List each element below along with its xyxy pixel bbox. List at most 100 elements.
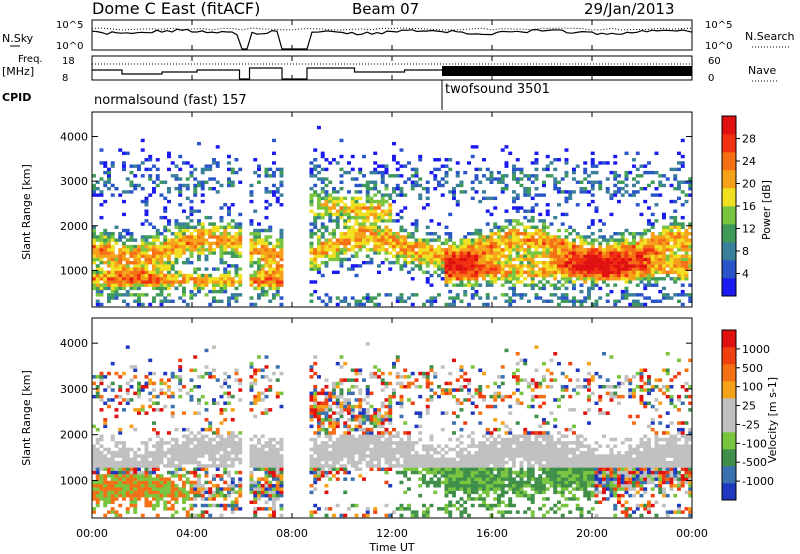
power-cell xyxy=(448,190,453,194)
power-cell xyxy=(632,293,636,297)
velocity-cell xyxy=(215,503,220,508)
velocity-cell xyxy=(118,470,123,475)
velocity-cell xyxy=(167,388,171,392)
nsearch-label: N.Search xyxy=(745,30,795,43)
velocity-cell xyxy=(215,484,220,488)
power-cell xyxy=(260,289,265,294)
power-cell xyxy=(485,296,490,300)
power-cell xyxy=(444,180,449,184)
velocity-cell xyxy=(347,437,351,442)
velocity-cell xyxy=(380,434,385,438)
velocity-cell xyxy=(103,447,108,452)
velocity-cell xyxy=(403,441,408,445)
power-cell xyxy=(515,254,520,258)
power-cell xyxy=(665,248,670,252)
power-cell xyxy=(620,193,625,197)
power-cell xyxy=(650,241,655,246)
velocity-cell xyxy=(249,451,254,455)
power-cell xyxy=(339,260,344,265)
power-cell xyxy=(632,254,636,258)
power-cell xyxy=(403,206,408,210)
velocity-cell xyxy=(178,490,183,495)
power-cell xyxy=(647,206,651,210)
velocity-cell xyxy=(189,460,194,465)
power-cell xyxy=(279,183,284,188)
power-cell xyxy=(373,251,378,255)
power-cell xyxy=(365,196,370,201)
power-cell xyxy=(508,299,513,303)
velocity-cell xyxy=(110,464,115,468)
power-cell xyxy=(182,232,186,236)
power-cell xyxy=(478,180,483,184)
power-cell xyxy=(358,167,363,172)
velocity-cell xyxy=(373,418,378,422)
velocity-cell xyxy=(392,454,396,458)
power-cell xyxy=(313,190,318,194)
power-cell xyxy=(639,254,644,258)
power-cell xyxy=(523,225,528,229)
velocity-cell xyxy=(197,398,201,402)
power-cell xyxy=(185,257,190,262)
velocity-cell xyxy=(167,490,171,495)
power-cell xyxy=(260,267,265,271)
power-cell xyxy=(418,264,423,268)
power-cell xyxy=(575,232,580,236)
power-cell xyxy=(662,238,666,242)
power-cell xyxy=(264,257,269,262)
velocity-cell xyxy=(418,484,423,488)
power-cell xyxy=(193,241,198,246)
velocity-cell xyxy=(223,497,228,501)
velocity-cell xyxy=(197,447,201,452)
power-cell xyxy=(459,299,464,303)
velocity-cell xyxy=(185,477,190,481)
power-cell xyxy=(515,241,520,246)
power-cell xyxy=(605,277,610,281)
velocity-cell xyxy=(373,365,378,369)
velocity-cell xyxy=(313,470,318,475)
velocity-cell xyxy=(230,441,235,445)
velocity-cell xyxy=(238,451,243,455)
velocity-cell xyxy=(155,480,160,485)
power-cell xyxy=(590,283,595,287)
velocity-cell xyxy=(354,437,359,442)
power-cell xyxy=(530,225,535,229)
power-cell xyxy=(632,260,636,265)
power-cell xyxy=(343,212,348,217)
power-cell xyxy=(680,164,685,168)
power-cell xyxy=(632,164,636,168)
velocity-cell xyxy=(362,444,366,448)
power-cell xyxy=(152,186,156,191)
power-cell xyxy=(167,286,171,291)
velocity-cell xyxy=(152,457,156,462)
power-cell xyxy=(515,180,520,184)
power-cell xyxy=(268,277,273,281)
power-cell xyxy=(632,251,636,255)
power-cell xyxy=(185,302,190,307)
power-cell xyxy=(572,283,576,287)
power-cell xyxy=(174,260,179,265)
power-cell xyxy=(425,264,430,268)
power-cell xyxy=(680,203,685,207)
power-cell xyxy=(212,248,216,252)
power-cell xyxy=(444,164,449,168)
power-cell xyxy=(152,244,156,249)
power-cell xyxy=(493,177,498,181)
power-cell xyxy=(658,289,663,294)
power-cell xyxy=(152,296,156,300)
power-cell xyxy=(523,277,528,281)
velocity-cell xyxy=(185,510,190,514)
power-cell xyxy=(155,264,160,268)
velocity-cell xyxy=(137,477,141,481)
power-cell xyxy=(163,228,168,233)
velocity-cell xyxy=(200,451,205,455)
velocity-cell xyxy=(328,431,333,435)
power-cell xyxy=(212,280,216,284)
power-cell xyxy=(437,222,441,226)
power-cell xyxy=(572,177,576,181)
power-cell xyxy=(590,264,595,268)
velocity-cell xyxy=(159,493,164,498)
power-colorbar-swatch xyxy=(722,134,736,153)
power-cell xyxy=(95,180,100,184)
power-cell xyxy=(107,296,111,300)
power-cell xyxy=(125,283,130,287)
